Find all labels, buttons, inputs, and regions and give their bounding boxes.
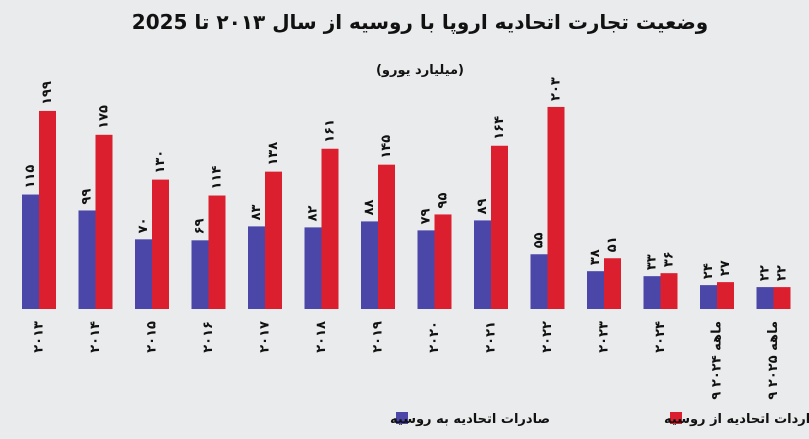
- chart-title: وضعیت تجارت اتحادیه اروپا با روسیه از سا…: [132, 10, 708, 35]
- import-bar-9: [547, 106, 565, 309]
- import-bar-6: [378, 164, 395, 309]
- import-bar-8: [491, 145, 508, 309]
- category-label-13: ۹ ماهه ۲۰۲۵: [766, 321, 781, 400]
- import-bar-2: [152, 179, 169, 309]
- export-bar-3: [191, 240, 209, 309]
- import-value-label-8: ۱۶۴: [492, 116, 507, 140]
- legend-swatch-exports: [396, 412, 408, 424]
- category-label-10: ۲۰۲۳: [597, 321, 612, 353]
- import-bar-4: [265, 171, 282, 309]
- import-value-label-2: ۱۳۰: [153, 150, 168, 174]
- legend: واردات اتحادیه از روسیه صادرات اتحادیه ب…: [390, 412, 809, 427]
- export-value-label-10: ۳۸: [588, 249, 603, 265]
- import-bar-1: [95, 134, 113, 309]
- category-label-2: ۲۰۱۵: [145, 321, 160, 353]
- import-bar-12: [717, 282, 734, 309]
- export-bar-13: [756, 287, 774, 309]
- category-label-3: ۲۰۱۶: [201, 321, 216, 353]
- export-bar-0: [22, 194, 39, 309]
- export-bar-7: [417, 230, 435, 309]
- export-bar-10: [587, 271, 604, 309]
- export-bar-4: [248, 226, 265, 309]
- export-bar-1: [78, 210, 96, 309]
- export-value-label-5: ۸۲: [306, 205, 321, 221]
- legend-swatch-imports: [670, 412, 682, 424]
- export-bar-11: [643, 276, 661, 309]
- export-bar-6: [361, 221, 378, 309]
- chart-subtitle: (میلیارد یورو): [376, 63, 464, 78]
- category-label-1: ۲۰۱۴: [88, 321, 103, 353]
- export-value-label-9: ۵۵: [532, 232, 547, 248]
- export-value-label-2: ۷۰: [136, 217, 151, 233]
- category-label-0: ۲۰۱۳: [32, 321, 47, 353]
- export-value-label-3: ۶۹: [193, 218, 208, 234]
- import-value-label-11: ۳۶: [662, 251, 677, 267]
- export-value-label-8: ۸۹: [475, 198, 490, 214]
- category-label-12: ۹ ماهه ۲۰۲۴: [710, 321, 725, 400]
- import-bar-7: [434, 214, 452, 309]
- category-label-6: ۲۰۱۹: [371, 321, 386, 353]
- import-bar-13: [773, 287, 791, 309]
- import-value-label-5: ۱۶۱: [323, 119, 338, 143]
- export-bar-9: [530, 254, 548, 309]
- legend-label-exports: صادرات اتحادیه به روسیه: [390, 412, 550, 427]
- import-value-label-9: ۲۰۳: [549, 77, 564, 101]
- export-bar-2: [135, 239, 152, 309]
- export-value-label-4: ۸۳: [249, 204, 264, 220]
- export-bar-12: [700, 285, 717, 309]
- import-value-label-7: ۹۵: [436, 193, 451, 209]
- export-value-label-1: ۹۹: [80, 189, 95, 205]
- category-label-4: ۲۰۱۷: [258, 321, 273, 353]
- export-value-label-6: ۸۸: [362, 199, 377, 215]
- legend-label-imports: واردات اتحادیه از روسیه: [664, 412, 809, 427]
- import-value-label-13: ۲۲: [775, 265, 790, 281]
- import-value-label-4: ۱۳۸: [266, 142, 281, 166]
- import-value-label-10: ۵۱: [605, 236, 620, 252]
- category-label-8: ۲۰۲۱: [484, 321, 499, 353]
- bars-group: ۱۱۵ ۱۹۹ ۲۰۱۳ ۹۹ ۱۷۵ ۲۰۱۴ ۷۰ ۱۳۰ ۲۰۱۵ ۶۹ ۱۱۴ ۲۰۱۶ ۸۳ ۱…: [22, 77, 791, 400]
- import-bar-10: [604, 258, 621, 309]
- import-value-label-12: ۲۷: [718, 260, 733, 276]
- export-value-label-13: ۲۲: [758, 265, 773, 281]
- export-bar-8: [474, 220, 491, 309]
- export-value-label-12: ۲۴: [701, 263, 716, 279]
- category-label-7: ۲۰۲۰: [427, 321, 442, 353]
- export-value-label-0: ۱۱۵: [23, 165, 38, 189]
- import-bar-0: [39, 110, 56, 309]
- import-value-label-3: ۱۱۴: [210, 166, 225, 190]
- export-value-label-11: ۳۳: [645, 254, 660, 270]
- import-value-label-0: ۱۹۹: [40, 81, 55, 105]
- category-label-11: ۲۰۲۴: [653, 321, 668, 353]
- import-bar-3: [208, 195, 226, 309]
- import-bar-5: [321, 148, 339, 309]
- category-label-9: ۲۰۲۲: [540, 321, 555, 353]
- export-bar-5: [304, 227, 322, 309]
- category-label-5: ۲۰۱۸: [314, 321, 329, 353]
- export-value-label-7: ۷۹: [419, 208, 434, 224]
- import-value-label-1: ۱۷۵: [97, 105, 112, 129]
- import-value-label-6: ۱۴۵: [379, 135, 394, 159]
- import-bar-11: [660, 273, 678, 309]
